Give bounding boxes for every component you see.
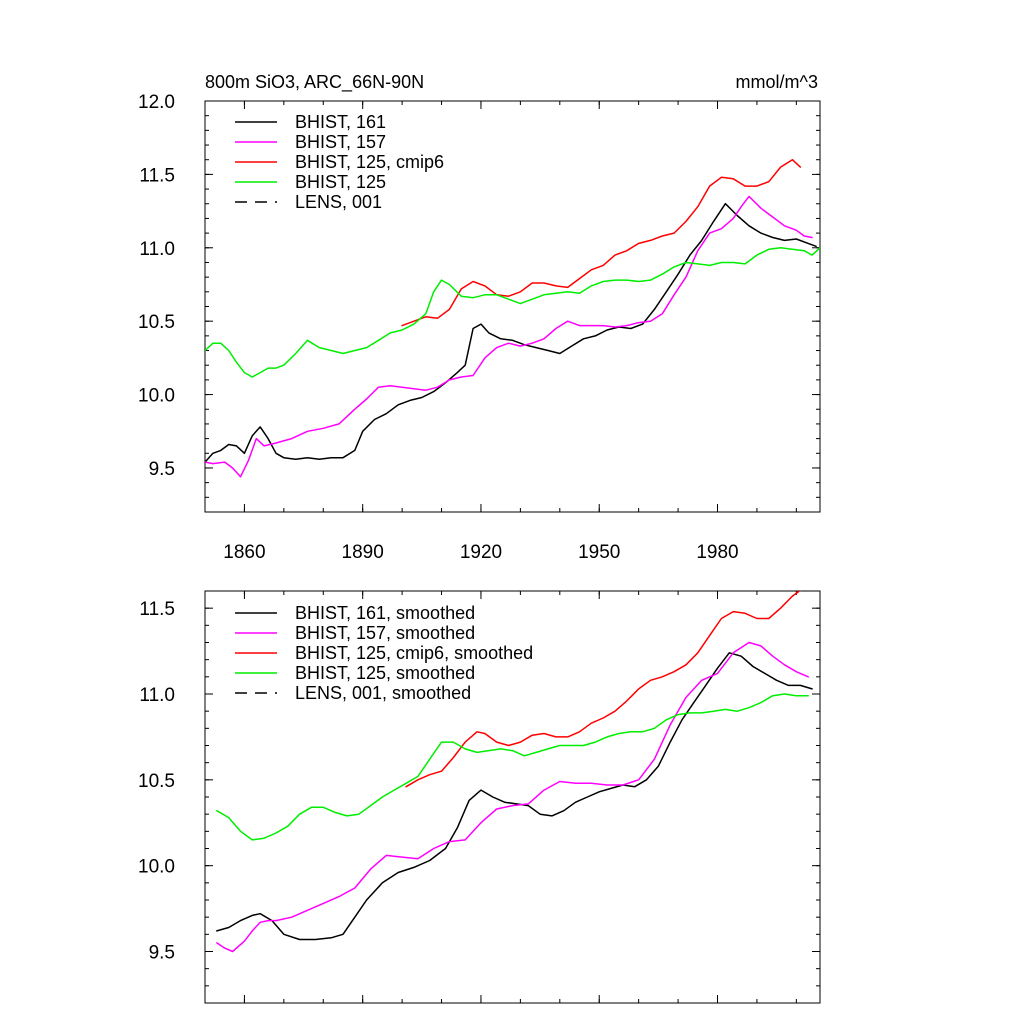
top-panel: 800m SiO3, ARC_66N-90N mmol/m^3 9.5 10.0 1… (138, 72, 821, 563)
x-tick-label: 1890 (342, 542, 384, 563)
bottom-panel: 9.5 10.0 10.5 11.0 11.5 BHIST, 161, smoothed… (138, 590, 821, 1004)
x-tick-labels: 1860 1890 1920 1950 1980 (223, 542, 738, 563)
legend-label: BHIST, 125, cmip6 (295, 152, 444, 172)
series-line-bhist-125-smoothed (216, 693, 809, 841)
legend-label: LENS, 001, smoothed (295, 683, 471, 703)
legend-label: BHIST, 161, smoothed (295, 603, 475, 623)
series-line-bhist-161-smoothed (216, 652, 813, 941)
series-line-bhist-125-cmip6 (401, 158, 802, 327)
y-tick-labels: 9.5 10.0 10.5 11.0 11.5 12.0 (138, 92, 175, 480)
series-line-bhist-125 (205, 247, 820, 378)
x-tick-label: 1950 (578, 542, 620, 563)
legend-label: BHIST, 125, cmip6, smoothed (295, 643, 533, 663)
y-tick-label: 11.0 (139, 239, 175, 260)
y-tick-label: 10.0 (138, 857, 175, 878)
series-lines (216, 591, 813, 953)
units-label: mmol/m^3 (736, 72, 818, 92)
tick-marks (204, 100, 820, 513)
y-tick-labels: 9.5 10.0 10.5 11.0 11.5 (138, 599, 175, 963)
y-tick-label: 11.5 (139, 599, 175, 620)
series-line-bhist-157-smoothed (216, 641, 809, 953)
y-tick-label: 10.0 (138, 386, 175, 407)
legend-label: BHIST, 157, smoothed (295, 623, 475, 643)
y-tick-label: 10.5 (138, 771, 175, 792)
tick-marks (204, 590, 820, 1004)
legend-label: BHIST, 125 (295, 172, 386, 192)
x-tick-label: 1980 (696, 542, 738, 563)
legend-label: BHIST, 125, smoothed (295, 663, 475, 683)
x-tick-label: 1860 (223, 542, 265, 563)
y-tick-label: 12.0 (138, 92, 175, 113)
legend-label: LENS, 001 (295, 192, 382, 212)
x-tick-label: 1920 (460, 542, 502, 563)
series-line-bhist-157 (205, 195, 813, 478)
series-lines (205, 158, 820, 478)
legend-label: BHIST, 157 (295, 132, 386, 152)
series-line-bhist-125-cmip6-smoothed (405, 591, 801, 788)
legend-label: BHIST, 161 (295, 112, 386, 132)
y-tick-label: 11.5 (139, 165, 175, 186)
chart-title: 800m SiO3, ARC_66N-90N (205, 72, 424, 93)
y-tick-label: 10.5 (138, 312, 175, 333)
y-tick-label: 9.5 (149, 943, 175, 964)
series-line-bhist-161 (205, 202, 817, 463)
y-tick-label: 11.0 (139, 685, 175, 706)
y-tick-label: 9.5 (149, 459, 175, 480)
